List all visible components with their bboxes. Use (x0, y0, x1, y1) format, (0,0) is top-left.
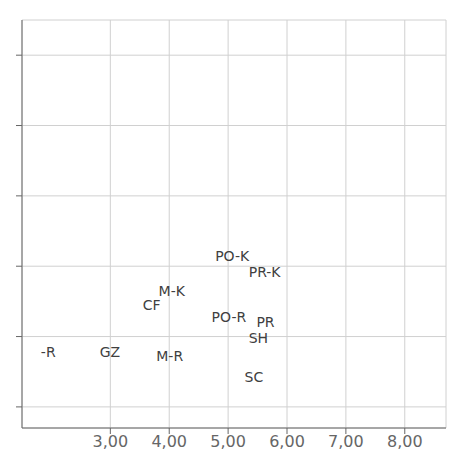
svg-text:5,00: 5,00 (210, 432, 246, 451)
svg-text:PR-K: PR-K (249, 264, 282, 280)
svg-text:8,00: 8,00 (387, 432, 423, 451)
svg-text:7,00: 7,00 (328, 432, 364, 451)
svg-text:PO-R: PO-R (212, 309, 247, 325)
svg-text:SH: SH (249, 330, 268, 346)
svg-text:M-R: M-R (156, 348, 183, 364)
svg-text:M-K: M-K (159, 283, 186, 299)
svg-text:PR: PR (256, 314, 274, 330)
svg-text:PO-K: PO-K (215, 248, 250, 264)
svg-text:GZ: GZ (100, 344, 120, 360)
svg-text:6,00: 6,00 (269, 432, 305, 451)
svg-text:CF: CF (143, 297, 161, 313)
svg-text:-R: -R (41, 344, 56, 360)
svg-text:3,00: 3,00 (93, 432, 129, 451)
svg-text:4,00: 4,00 (151, 432, 187, 451)
svg-text:SC: SC (245, 369, 264, 385)
